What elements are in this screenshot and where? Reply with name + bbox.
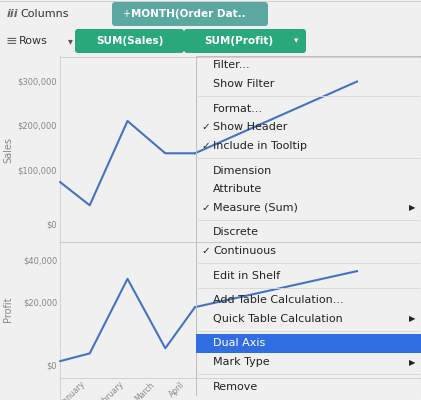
Text: ▶: ▶ [408, 358, 415, 367]
Text: SUM(Profit): SUM(Profit) [205, 36, 274, 46]
Text: Discrete: Discrete [213, 228, 259, 238]
Bar [196, 334, 421, 353]
Text: MONTH(Order Dat..: MONTH(Order Dat.. [131, 9, 245, 19]
Text: Show Filter: Show Filter [213, 79, 274, 89]
Text: February: February [95, 380, 125, 400]
Text: SUM(Sales): SUM(Sales) [96, 36, 163, 46]
Text: Format...: Format... [213, 104, 263, 114]
Text: $0: $0 [46, 220, 57, 230]
Text: ▾: ▾ [68, 36, 73, 46]
Text: $300,000: $300,000 [17, 77, 57, 86]
Text: Profit: Profit [3, 297, 13, 322]
Text: Remove: Remove [213, 382, 258, 392]
Text: Add Table Calculation...: Add Table Calculation... [213, 295, 344, 305]
Text: Quick Table Calculation: Quick Table Calculation [213, 314, 343, 324]
Text: Measure (Sum): Measure (Sum) [213, 203, 298, 213]
Text: Columns: Columns [20, 9, 69, 19]
Text: $20,000: $20,000 [23, 299, 57, 308]
Text: Dual Axis: Dual Axis [213, 338, 265, 348]
Text: Attribute: Attribute [213, 184, 262, 194]
Text: +: + [122, 9, 130, 19]
Text: ✓: ✓ [201, 203, 210, 213]
Text: January: January [60, 380, 87, 400]
Text: ✓: ✓ [201, 122, 210, 132]
Text: Mark Type: Mark Type [213, 357, 269, 367]
Text: Dimension: Dimension [213, 166, 272, 176]
Text: Include in Tooltip: Include in Tooltip [213, 141, 307, 151]
Text: $0: $0 [46, 362, 57, 371]
Text: ≡: ≡ [6, 34, 18, 48]
Text: $200,000: $200,000 [18, 122, 57, 131]
FancyBboxPatch shape [184, 29, 306, 53]
Text: Show Header: Show Header [213, 122, 288, 132]
Text: April: April [168, 380, 187, 399]
Text: Edit in Shelf: Edit in Shelf [213, 271, 280, 281]
FancyBboxPatch shape [112, 2, 268, 26]
Text: Rows: Rows [19, 36, 48, 46]
Text: ✓: ✓ [201, 141, 210, 151]
Text: ▶: ▶ [408, 204, 415, 212]
Text: iii: iii [7, 9, 19, 19]
Text: Filter...: Filter... [213, 60, 250, 70]
Text: $100,000: $100,000 [18, 167, 57, 176]
Text: Sales: Sales [3, 137, 13, 163]
Text: ▶: ▶ [408, 314, 415, 324]
Text: ✓: ✓ [201, 246, 210, 256]
Text: ▾: ▾ [294, 36, 298, 46]
Text: March: March [133, 380, 156, 400]
Text: $40,000: $40,000 [23, 256, 57, 265]
FancyBboxPatch shape [75, 29, 184, 53]
Text: Continuous: Continuous [213, 246, 276, 256]
